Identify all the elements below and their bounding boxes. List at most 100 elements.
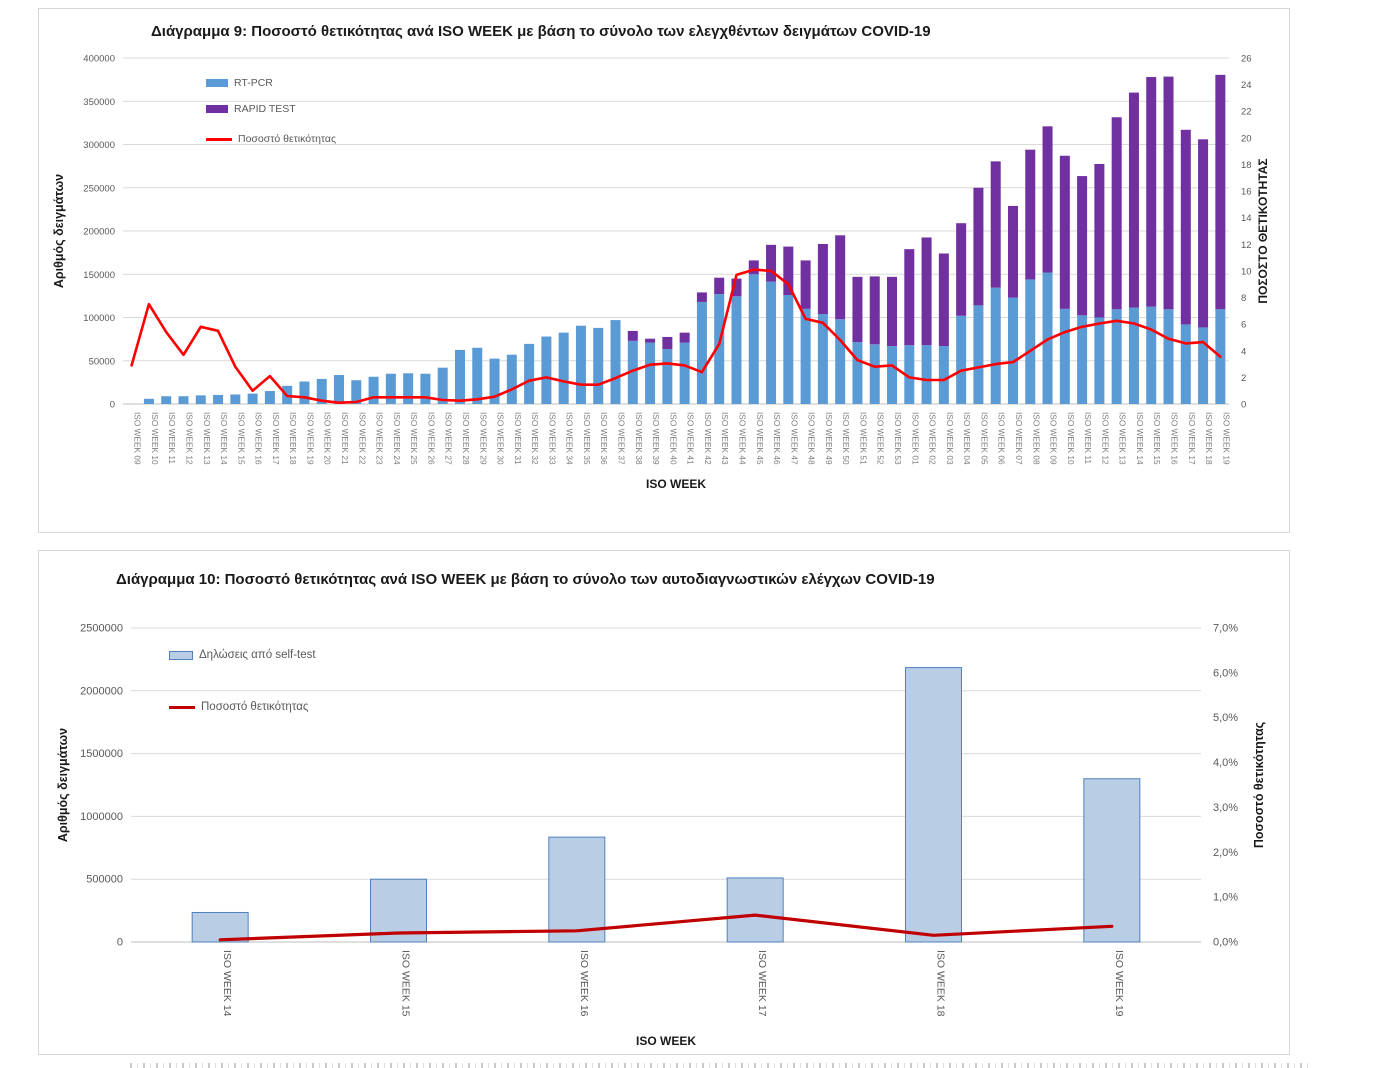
- selftest-swatch-icon: [169, 650, 193, 660]
- rt-pcr-bar: [714, 294, 725, 404]
- rt-pcr-bar: [1059, 308, 1070, 404]
- rt-pcr-bar: [575, 325, 586, 404]
- positivity-line: [218, 913, 1114, 942]
- y-left-tick-label: 0: [110, 400, 115, 411]
- rapid-test-bar: [748, 260, 759, 275]
- positivity-line-swatch-icon: [169, 705, 195, 709]
- y-left-tick-label: 350000: [83, 97, 115, 108]
- rapid-test-bar: [800, 260, 811, 309]
- x-axis-label: ISO WEEK 20: [323, 412, 333, 465]
- y-left-tick-label: 0: [117, 937, 123, 949]
- x-axis-label: ISO WEEK 14: [1135, 412, 1145, 465]
- y-left-tick-label: 150000: [83, 270, 115, 281]
- x-axis-label: ISO WEEK 45: [755, 412, 765, 465]
- diagram10-left-axis-title: Αριθμός δειγμάτων: [56, 727, 70, 843]
- rapid-test-bar: [852, 276, 863, 343]
- y-right-tick-label: 24: [1241, 80, 1252, 91]
- rt-pcr-bar: [645, 342, 656, 404]
- x-axis-label: ISO WEEK 29: [478, 412, 488, 465]
- δηλώσεις-από-self-test-bar: [905, 667, 962, 943]
- x-axis-label: ISO WEEK 30: [496, 412, 506, 465]
- legend-item-positivity2: Ποσοστό θετικότητας: [169, 701, 308, 713]
- rt-pcr-bar: [817, 314, 828, 404]
- rt-pcr-bar: [610, 320, 621, 404]
- rt-pcr-bar: [454, 349, 465, 404]
- rt-pcr-bar: [1077, 315, 1088, 404]
- rapid-test-bar: [1025, 149, 1036, 280]
- rapid-test-bar: [1198, 139, 1209, 328]
- x-axis-label: ISO WEEK 35: [582, 412, 592, 465]
- x-axis-label: ISO WEEK 16: [578, 950, 590, 1017]
- rt-pcr-bar: [1163, 309, 1174, 404]
- legend-item-rtpcr: RT-PCR: [206, 77, 273, 89]
- rapid-test-bar: [645, 338, 656, 343]
- y-left-tick-label: 500000: [86, 874, 123, 886]
- rapid-test-bar: [938, 253, 949, 347]
- rapid-test-bar: [1215, 74, 1226, 310]
- x-axis-label: ISO WEEK 47: [789, 412, 799, 465]
- x-axis-label: ISO WEEK 28: [461, 412, 471, 465]
- rtpcr-swatch-icon: [206, 79, 228, 87]
- rt-pcr-bar: [161, 396, 172, 404]
- x-axis-label: ISO WEEK 24: [392, 412, 402, 465]
- rt-pcr-bar: [1180, 324, 1191, 404]
- rt-pcr-bar: [766, 281, 777, 404]
- x-axis-label: ISO WEEK 13: [202, 412, 212, 465]
- rt-pcr-bar: [143, 398, 154, 404]
- rapid-test-bar: [973, 187, 984, 306]
- x-axis-label: ISO WEEK 12: [1100, 412, 1110, 465]
- y-left-tick-label: 1000000: [80, 811, 123, 823]
- x-axis-label: ISO WEEK 15: [1152, 412, 1162, 465]
- y-right-tick-label: 2,0%: [1213, 847, 1238, 859]
- y-left-tick-label: 50000: [89, 356, 115, 367]
- x-axis-label: ISO WEEK 32: [530, 412, 540, 465]
- diagram9-x-axis-title: ISO WEEK: [645, 477, 707, 491]
- y-right-tick-label: 4: [1241, 346, 1246, 357]
- rapid-test-bar: [1163, 76, 1174, 310]
- y-right-tick-label: 5,0%: [1213, 712, 1238, 724]
- δηλώσεις-από-self-test-bar: [191, 911, 249, 943]
- rt-pcr-bar: [316, 378, 327, 404]
- rt-pcr-bar: [489, 358, 500, 404]
- x-axis-label: ISO WEEK 03: [945, 412, 955, 465]
- y-right-tick-label: 0: [1241, 400, 1246, 411]
- x-axis-label: ISO WEEK 19: [1221, 412, 1231, 465]
- y-right-tick-label: 2: [1241, 373, 1246, 384]
- diagram9-title: Διάγραμμα 9: Ποσοστό θετικότητας ανά ISO…: [151, 23, 931, 40]
- rt-pcr-bar: [1094, 317, 1105, 404]
- rapid-test-bar: [783, 246, 794, 296]
- rapid-test-bar: [1094, 163, 1105, 318]
- x-axis-label: ISO WEEK 38: [634, 412, 644, 465]
- rt-pcr-bar: [956, 315, 967, 404]
- x-axis-label: ISO WEEK 40: [668, 412, 678, 465]
- rt-pcr-bar: [299, 381, 310, 404]
- x-axis-label: ISO WEEK 17: [271, 412, 281, 465]
- x-axis-label: ISO WEEK 16: [254, 412, 264, 465]
- x-axis-label: ISO WEEK 48: [807, 412, 817, 465]
- x-axis-label: ISO WEEK 01: [910, 412, 920, 465]
- x-axis-label: ISO WEEK 52: [876, 412, 886, 465]
- legend-item-positivity: Ποσοστό θετικότητας: [206, 133, 336, 145]
- rt-pcr-bar: [178, 396, 189, 404]
- rt-pcr-bar: [679, 342, 690, 404]
- rt-pcr-bar: [783, 295, 794, 404]
- x-axis-label: ISO WEEK 23: [375, 412, 385, 465]
- x-axis-label: ISO WEEK 49: [824, 412, 834, 465]
- diagram10-right-axis-title: Ποσοστό θετικότητας: [1252, 721, 1266, 849]
- x-axis-label: ISO WEEK 26: [426, 412, 436, 465]
- y-right-tick-label: 26: [1241, 54, 1252, 65]
- x-axis-label: ISO WEEK 34: [565, 412, 575, 465]
- positivity-line-swatch-icon: [206, 137, 232, 141]
- y-right-tick-label: 7,0%: [1213, 623, 1238, 635]
- rt-pcr-bar: [334, 375, 345, 404]
- rt-pcr-bar: [1128, 307, 1139, 404]
- rt-pcr-bar: [230, 394, 241, 404]
- rapid-test-bar: [869, 276, 880, 345]
- y-right-tick-label: 14: [1241, 213, 1252, 224]
- rt-pcr-bar: [696, 301, 707, 404]
- x-axis-label: ISO WEEK 18: [288, 412, 298, 465]
- y-left-tick-label: 400000: [83, 54, 115, 65]
- y-right-tick-label: 1,0%: [1213, 892, 1238, 904]
- x-axis-label: ISO WEEK 50: [841, 412, 851, 465]
